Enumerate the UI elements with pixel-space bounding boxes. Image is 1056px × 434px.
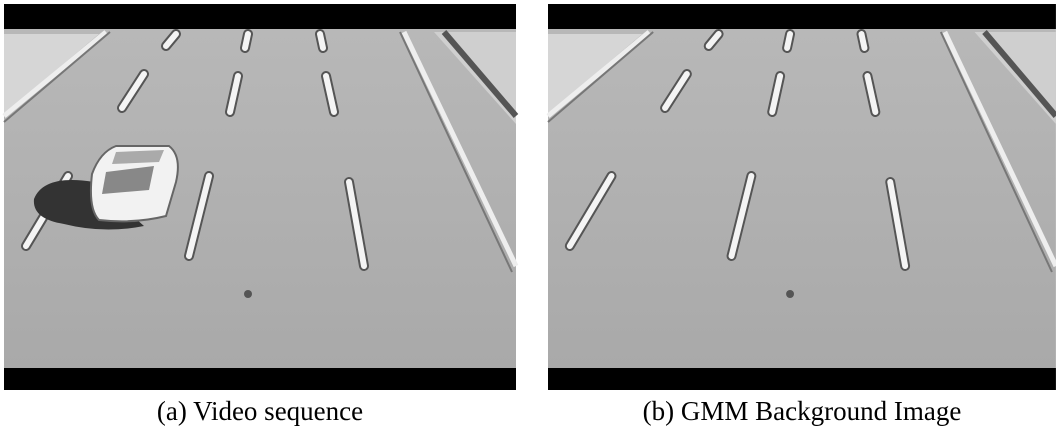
image-b [548, 4, 1056, 390]
caption: (a) Video sequence [4, 396, 516, 427]
page: (a) Video sequence (b) GMM Background Im… [0, 0, 1056, 434]
image-a [4, 4, 516, 390]
figure-images [0, 0, 1056, 394]
caption: (b) GMM Background Image [548, 396, 1056, 427]
